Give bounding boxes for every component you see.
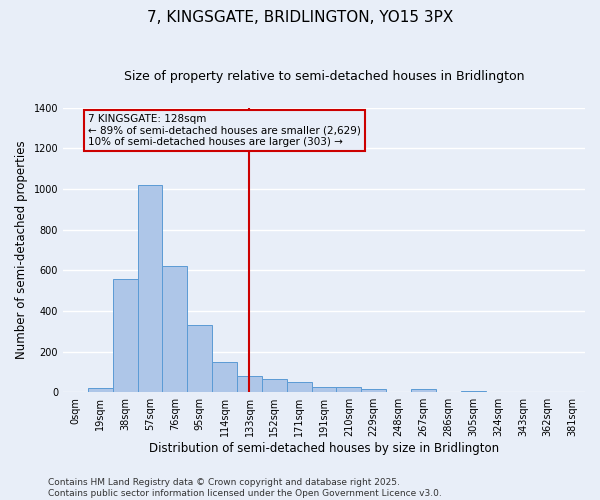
Text: Contains HM Land Registry data © Crown copyright and database right 2025.
Contai: Contains HM Land Registry data © Crown c… xyxy=(48,478,442,498)
Bar xyxy=(262,379,287,392)
Bar xyxy=(113,280,137,392)
Bar xyxy=(212,362,237,392)
Text: 7 KINGSGATE: 128sqm
← 89% of semi-detached houses are smaller (2,629)
10% of sem: 7 KINGSGATE: 128sqm ← 89% of semi-detach… xyxy=(88,114,361,147)
Bar xyxy=(163,266,187,392)
Bar xyxy=(237,376,262,392)
Bar xyxy=(361,389,386,392)
Bar xyxy=(88,388,113,392)
Bar xyxy=(137,185,163,392)
Bar xyxy=(311,386,337,392)
Y-axis label: Number of semi-detached properties: Number of semi-detached properties xyxy=(15,140,28,360)
Bar xyxy=(461,391,485,392)
Bar xyxy=(287,382,311,392)
Bar xyxy=(411,388,436,392)
Text: 7, KINGSGATE, BRIDLINGTON, YO15 3PX: 7, KINGSGATE, BRIDLINGTON, YO15 3PX xyxy=(147,10,453,25)
Title: Size of property relative to semi-detached houses in Bridlington: Size of property relative to semi-detach… xyxy=(124,70,524,83)
Bar xyxy=(337,386,361,392)
X-axis label: Distribution of semi-detached houses by size in Bridlington: Distribution of semi-detached houses by … xyxy=(149,442,499,455)
Bar xyxy=(187,325,212,392)
